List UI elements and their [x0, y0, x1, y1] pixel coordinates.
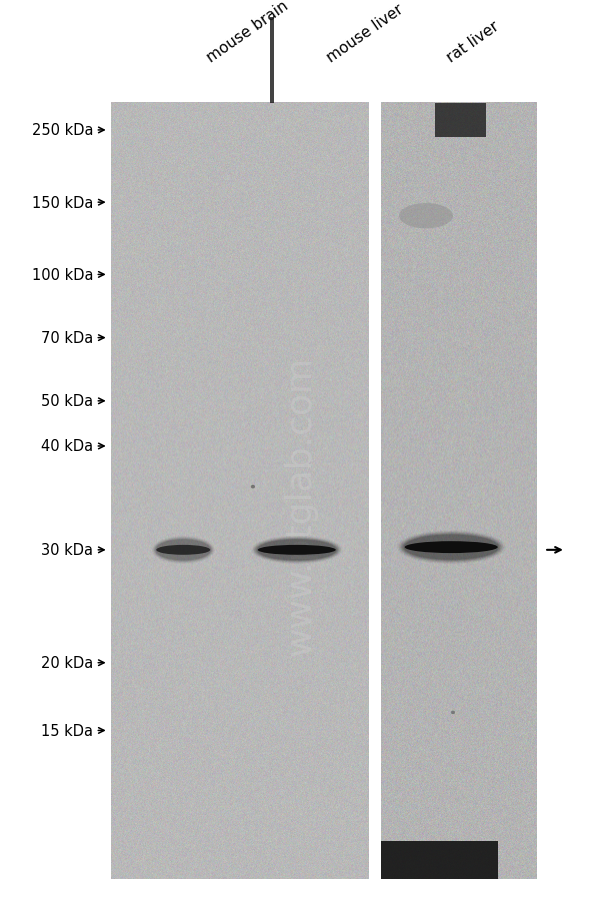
Ellipse shape: [155, 539, 211, 561]
Text: mouse liver: mouse liver: [325, 1, 406, 65]
Text: 20 kDa: 20 kDa: [41, 656, 93, 670]
Bar: [270, 18, 274, 104]
Ellipse shape: [156, 545, 210, 555]
Ellipse shape: [156, 539, 211, 561]
Text: 70 kDa: 70 kDa: [41, 331, 93, 345]
Ellipse shape: [251, 485, 255, 489]
Ellipse shape: [402, 534, 500, 561]
Ellipse shape: [399, 204, 453, 229]
Text: 15 kDa: 15 kDa: [41, 723, 93, 738]
Ellipse shape: [254, 538, 339, 562]
Ellipse shape: [404, 535, 499, 560]
Ellipse shape: [154, 538, 212, 562]
Ellipse shape: [155, 538, 212, 562]
Ellipse shape: [256, 538, 338, 562]
Ellipse shape: [403, 534, 500, 561]
Text: 150 kDa: 150 kDa: [32, 196, 93, 210]
Ellipse shape: [253, 538, 340, 563]
Text: 100 kDa: 100 kDa: [32, 268, 93, 282]
Ellipse shape: [451, 711, 455, 714]
Text: 50 kDa: 50 kDa: [41, 394, 93, 409]
Ellipse shape: [400, 532, 502, 563]
Text: 250 kDa: 250 kDa: [32, 124, 93, 138]
Text: rat liver: rat liver: [445, 18, 502, 65]
Text: www.ptglab.com: www.ptglab.com: [283, 355, 317, 655]
Ellipse shape: [257, 539, 337, 561]
Ellipse shape: [258, 545, 336, 555]
Bar: [435, 104, 486, 138]
Ellipse shape: [399, 532, 503, 563]
Ellipse shape: [401, 533, 502, 562]
Bar: [381, 842, 498, 879]
Ellipse shape: [254, 538, 340, 563]
Text: mouse brain: mouse brain: [205, 0, 292, 65]
Ellipse shape: [404, 541, 498, 554]
Ellipse shape: [256, 539, 337, 561]
Text: 30 kDa: 30 kDa: [41, 543, 93, 557]
Text: 40 kDa: 40 kDa: [41, 439, 93, 454]
Ellipse shape: [154, 538, 213, 563]
